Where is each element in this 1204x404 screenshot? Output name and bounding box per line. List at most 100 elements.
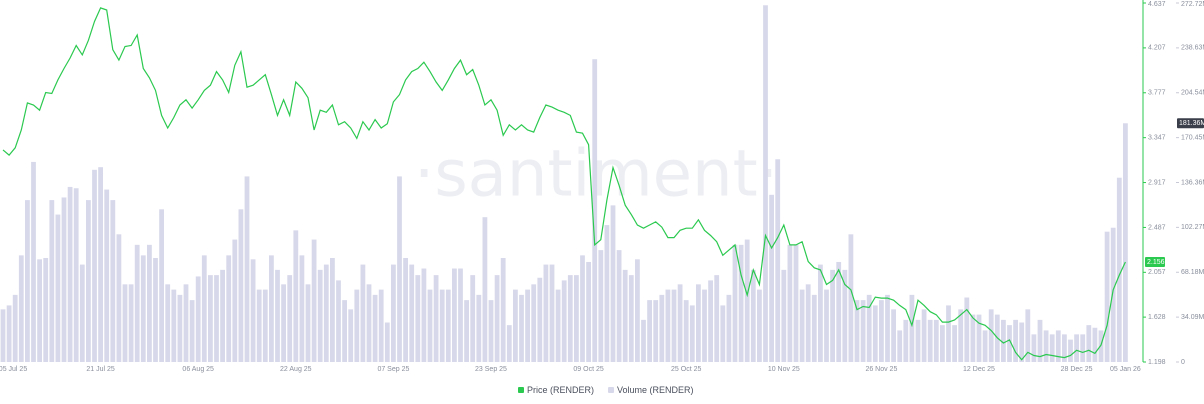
volume-bar (397, 176, 402, 362)
volume-bar (37, 259, 42, 362)
volume-bar (946, 305, 951, 362)
volume-bar (73, 188, 79, 362)
volume-bar (1098, 330, 1104, 362)
volume-bar (988, 309, 994, 362)
volume-bar (787, 244, 793, 362)
volume-bar (519, 294, 524, 362)
volume-bar (720, 305, 726, 362)
volume-bar (488, 300, 494, 362)
volume-bar (1013, 319, 1018, 362)
volume-bar (269, 255, 274, 362)
volume-bar (1080, 334, 1086, 362)
legend-swatch (518, 387, 524, 393)
volume-bar (885, 294, 890, 362)
volume-bar (689, 305, 695, 362)
legend-swatch (608, 387, 615, 393)
volume-bar (104, 189, 110, 362)
volume-bar (561, 280, 567, 362)
volume-bar (513, 289, 518, 362)
volume-bar (452, 268, 457, 362)
volume-bar (665, 289, 671, 362)
volume-bar (1110, 227, 1116, 362)
volume-bar (384, 322, 390, 362)
volume-bar (763, 5, 768, 362)
volume-bar (1123, 123, 1128, 362)
volume-bar (781, 269, 787, 362)
volume-bar (836, 261, 842, 362)
volume-bar (586, 261, 591, 362)
volume-bar (574, 275, 579, 362)
volume-bar (25, 200, 30, 362)
x-tick-label: 09 Oct 25 (573, 366, 603, 373)
volume-bar (165, 284, 171, 362)
volume-bar (61, 197, 67, 362)
volume-bar (1062, 334, 1067, 362)
volume-bar (433, 275, 439, 362)
volume-bar (427, 289, 433, 362)
volume-bar (500, 258, 506, 362)
volume-bar (927, 319, 933, 362)
y2-tick-label: 170.45M (1181, 134, 1204, 141)
volume-bar (628, 275, 634, 362)
volume-bar (830, 269, 835, 362)
volume-bar (506, 325, 512, 362)
volume-bar (214, 275, 219, 362)
x-tick-label: 05 Jul 25 (0, 366, 27, 373)
volume-bar (1049, 334, 1055, 362)
volume-bar (128, 284, 134, 362)
volume-bar (1055, 330, 1061, 362)
x-tick-label: 05 Jan 26 (1110, 366, 1141, 373)
volume-bar (171, 289, 177, 362)
volume-bar (220, 269, 225, 362)
volume-bar (1007, 325, 1012, 362)
value-badge-label: 181.36M (1179, 120, 1204, 127)
volume-bar (671, 289, 677, 362)
volume-bar (336, 280, 341, 362)
volume-bar (811, 294, 817, 362)
volume-bar (921, 309, 927, 362)
volume-bar (147, 244, 152, 362)
volume-bar (311, 239, 317, 362)
volume-bar (610, 205, 616, 362)
volume-bar (805, 284, 811, 362)
volume-bar (860, 300, 866, 362)
volume-bar (964, 297, 970, 362)
volume-bar (726, 294, 732, 362)
y-tick-label: 3.777 (1148, 90, 1166, 97)
volume-bar (18, 255, 24, 362)
volume-bar (622, 269, 628, 362)
y2-tick-label: 238.63M (1181, 45, 1204, 52)
volume-bar (769, 194, 774, 362)
volume-bar (915, 319, 921, 362)
volume-bar (421, 268, 427, 362)
volume-bar (342, 300, 347, 362)
volume-bar (299, 255, 305, 362)
volume-bar (635, 259, 640, 362)
volume-bar (153, 258, 158, 362)
x-tick-label: 23 Sep 25 (475, 366, 507, 373)
legend-label: Price (RENDER) (527, 385, 594, 395)
y-tick-label: 2.057 (1148, 269, 1166, 276)
volume-bar (287, 275, 293, 362)
volume-bar (866, 294, 872, 362)
volume-bar (281, 284, 286, 362)
y-tick-label: 4.207 (1148, 45, 1166, 52)
volume-bar (757, 289, 762, 362)
volume-bar (933, 319, 939, 362)
volume-bar (799, 289, 805, 362)
volume-bar (537, 277, 543, 362)
volume-bar (604, 225, 610, 362)
volume-bar (696, 284, 701, 362)
volume-bar (659, 294, 665, 362)
volume-bar (275, 269, 280, 362)
volume-bar (122, 284, 128, 362)
volume-bar (903, 319, 909, 362)
x-tick-label: 26 Nov 25 (865, 366, 897, 373)
volume-bar (134, 244, 140, 362)
volume-bar (543, 264, 549, 362)
volume-bar (970, 314, 976, 362)
volume-bar (879, 300, 884, 362)
volume-bar (86, 200, 91, 362)
volume-bar (140, 255, 146, 362)
volume-bar (116, 234, 122, 362)
